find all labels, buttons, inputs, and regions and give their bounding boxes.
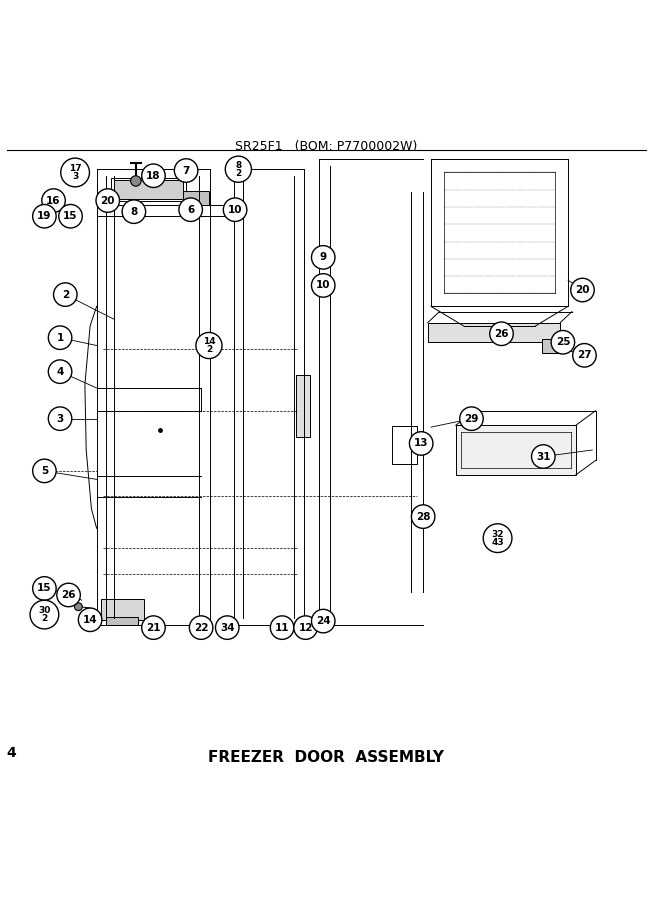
Text: 30
2: 30 2: [39, 606, 50, 623]
Text: 10: 10: [228, 204, 242, 215]
Circle shape: [311, 609, 335, 633]
Text: 26: 26: [494, 328, 509, 338]
Text: 2: 2: [61, 290, 69, 300]
FancyBboxPatch shape: [106, 617, 138, 625]
Circle shape: [142, 616, 165, 639]
Text: 24: 24: [316, 616, 330, 626]
Circle shape: [48, 326, 72, 349]
Text: 1: 1: [56, 333, 64, 343]
FancyBboxPatch shape: [114, 180, 183, 199]
FancyBboxPatch shape: [296, 375, 310, 436]
Text: 34: 34: [220, 623, 234, 633]
Circle shape: [270, 616, 294, 639]
Text: 6: 6: [187, 204, 195, 215]
Circle shape: [59, 204, 82, 228]
Text: 7: 7: [182, 166, 190, 176]
FancyBboxPatch shape: [456, 425, 576, 475]
Circle shape: [196, 332, 222, 358]
Circle shape: [215, 616, 239, 639]
Circle shape: [42, 189, 65, 212]
Circle shape: [33, 459, 56, 482]
Text: 22: 22: [194, 623, 208, 633]
Text: 10: 10: [316, 281, 330, 291]
Circle shape: [30, 600, 59, 629]
Text: 14: 14: [83, 615, 97, 625]
Text: 17
3: 17 3: [69, 164, 82, 181]
Circle shape: [573, 344, 596, 367]
Text: 32
43: 32 43: [491, 529, 504, 547]
Text: 4: 4: [56, 366, 64, 376]
Circle shape: [48, 360, 72, 383]
Circle shape: [74, 603, 82, 610]
Text: 25: 25: [556, 338, 570, 347]
Text: 13: 13: [414, 438, 428, 448]
Circle shape: [483, 524, 512, 553]
Text: FREEZER  DOOR  ASSEMBLY: FREEZER DOOR ASSEMBLY: [208, 750, 445, 765]
Circle shape: [409, 432, 433, 455]
FancyBboxPatch shape: [428, 323, 560, 342]
Circle shape: [142, 164, 165, 187]
Text: 8
2: 8 2: [235, 160, 242, 178]
Circle shape: [294, 616, 317, 639]
Circle shape: [57, 583, 80, 607]
Text: 8: 8: [130, 207, 138, 217]
Circle shape: [122, 200, 146, 223]
Text: 15: 15: [37, 583, 52, 593]
Text: 11: 11: [275, 623, 289, 633]
Circle shape: [460, 407, 483, 430]
Circle shape: [131, 176, 141, 186]
Text: 16: 16: [46, 195, 61, 205]
Circle shape: [532, 445, 555, 468]
Circle shape: [33, 577, 56, 600]
FancyBboxPatch shape: [101, 598, 144, 620]
Text: 19: 19: [37, 212, 52, 221]
Circle shape: [311, 246, 335, 269]
Circle shape: [179, 198, 202, 221]
Circle shape: [189, 616, 213, 639]
Circle shape: [33, 204, 56, 228]
Circle shape: [225, 157, 251, 183]
Text: 12: 12: [298, 623, 313, 633]
Circle shape: [311, 274, 335, 297]
Circle shape: [78, 608, 102, 632]
FancyBboxPatch shape: [183, 191, 209, 205]
Text: 5: 5: [40, 466, 48, 476]
Text: 14
2: 14 2: [202, 337, 215, 355]
Text: 20: 20: [101, 195, 115, 205]
Text: 31: 31: [536, 452, 550, 462]
Text: 3: 3: [56, 414, 64, 424]
Text: 28: 28: [416, 511, 430, 522]
Circle shape: [48, 407, 72, 430]
Text: 18: 18: [146, 171, 161, 181]
Circle shape: [490, 322, 513, 346]
Text: 21: 21: [146, 623, 161, 633]
Circle shape: [411, 505, 435, 528]
Text: 27: 27: [577, 350, 592, 360]
Circle shape: [223, 198, 247, 221]
Circle shape: [571, 278, 594, 302]
Text: 20: 20: [575, 285, 590, 295]
Text: 15: 15: [63, 212, 78, 221]
Text: 29: 29: [464, 414, 479, 424]
Text: SR25F1   (BOM: P7700002W): SR25F1 (BOM: P7700002W): [235, 140, 418, 153]
Text: 4: 4: [7, 746, 16, 760]
Circle shape: [61, 158, 89, 187]
Circle shape: [96, 189, 119, 212]
FancyBboxPatch shape: [542, 339, 562, 354]
Text: 9: 9: [320, 252, 326, 263]
Circle shape: [54, 283, 77, 306]
Circle shape: [551, 330, 575, 354]
Circle shape: [174, 158, 198, 183]
Text: 26: 26: [61, 590, 76, 600]
